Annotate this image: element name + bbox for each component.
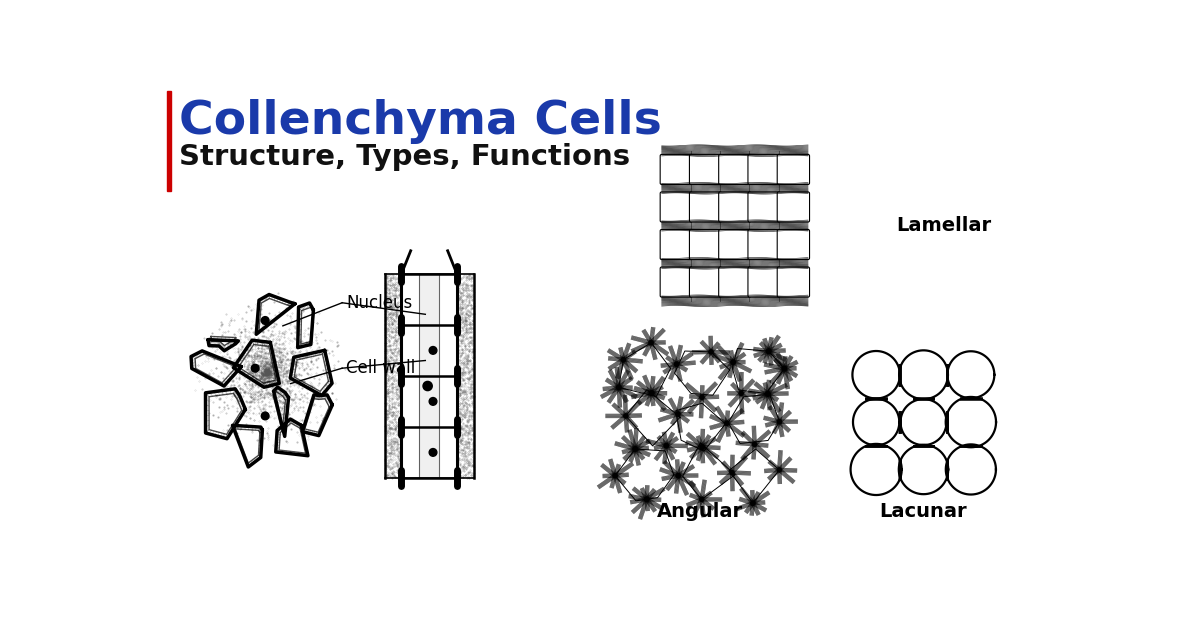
Circle shape — [261, 317, 268, 324]
FancyBboxPatch shape — [778, 154, 809, 185]
Circle shape — [675, 412, 680, 416]
Circle shape — [700, 498, 703, 501]
Circle shape — [752, 442, 756, 446]
FancyBboxPatch shape — [719, 229, 751, 260]
Text: Structure, Types, Functions: Structure, Types, Functions — [179, 144, 630, 171]
Bar — [419, 274, 439, 478]
Polygon shape — [899, 350, 948, 399]
FancyBboxPatch shape — [660, 267, 692, 297]
Polygon shape — [945, 397, 996, 447]
FancyBboxPatch shape — [660, 192, 692, 222]
Polygon shape — [948, 352, 995, 398]
FancyBboxPatch shape — [690, 229, 721, 260]
Circle shape — [429, 398, 437, 405]
FancyBboxPatch shape — [660, 229, 692, 260]
Circle shape — [767, 349, 771, 353]
Polygon shape — [946, 444, 996, 495]
Circle shape — [739, 391, 743, 395]
FancyBboxPatch shape — [748, 154, 780, 185]
Circle shape — [423, 381, 432, 391]
FancyBboxPatch shape — [719, 267, 751, 297]
Polygon shape — [852, 399, 899, 445]
Text: Lamellar: Lamellar — [897, 216, 992, 235]
Bar — [167, 91, 171, 191]
Text: Lacunar: Lacunar — [880, 502, 967, 521]
Circle shape — [633, 447, 637, 451]
Polygon shape — [899, 445, 949, 494]
Text: Nucleus: Nucleus — [346, 294, 412, 312]
Circle shape — [709, 350, 713, 354]
FancyBboxPatch shape — [719, 192, 751, 222]
Circle shape — [674, 362, 679, 366]
FancyBboxPatch shape — [660, 154, 692, 185]
Circle shape — [429, 449, 437, 456]
FancyBboxPatch shape — [778, 267, 809, 297]
Circle shape — [778, 420, 781, 424]
Circle shape — [701, 445, 704, 449]
Polygon shape — [852, 351, 899, 399]
Circle shape — [778, 468, 781, 472]
Circle shape — [613, 474, 616, 478]
Circle shape — [621, 358, 625, 362]
FancyBboxPatch shape — [748, 192, 780, 222]
Polygon shape — [901, 399, 946, 445]
FancyBboxPatch shape — [778, 229, 809, 260]
FancyBboxPatch shape — [719, 154, 751, 185]
Text: Cell wall: Cell wall — [346, 359, 415, 377]
FancyBboxPatch shape — [748, 229, 780, 260]
Circle shape — [261, 412, 268, 420]
Circle shape — [649, 341, 653, 345]
Circle shape — [665, 444, 668, 447]
Circle shape — [766, 392, 769, 396]
Circle shape — [429, 346, 437, 354]
Circle shape — [725, 421, 728, 425]
Circle shape — [616, 386, 621, 389]
Circle shape — [700, 396, 704, 399]
Circle shape — [252, 364, 259, 372]
FancyBboxPatch shape — [778, 192, 809, 222]
Circle shape — [650, 391, 654, 395]
Text: Angular: Angular — [657, 502, 743, 521]
Circle shape — [677, 474, 680, 478]
Circle shape — [645, 497, 649, 501]
Circle shape — [731, 360, 736, 364]
Circle shape — [783, 367, 786, 370]
FancyBboxPatch shape — [690, 192, 721, 222]
Circle shape — [751, 501, 755, 505]
Polygon shape — [850, 444, 902, 495]
Text: Collenchyma Cells: Collenchyma Cells — [179, 99, 662, 144]
FancyBboxPatch shape — [690, 267, 721, 297]
Circle shape — [730, 471, 734, 474]
FancyBboxPatch shape — [690, 154, 721, 185]
FancyBboxPatch shape — [748, 267, 780, 297]
Circle shape — [624, 414, 627, 418]
